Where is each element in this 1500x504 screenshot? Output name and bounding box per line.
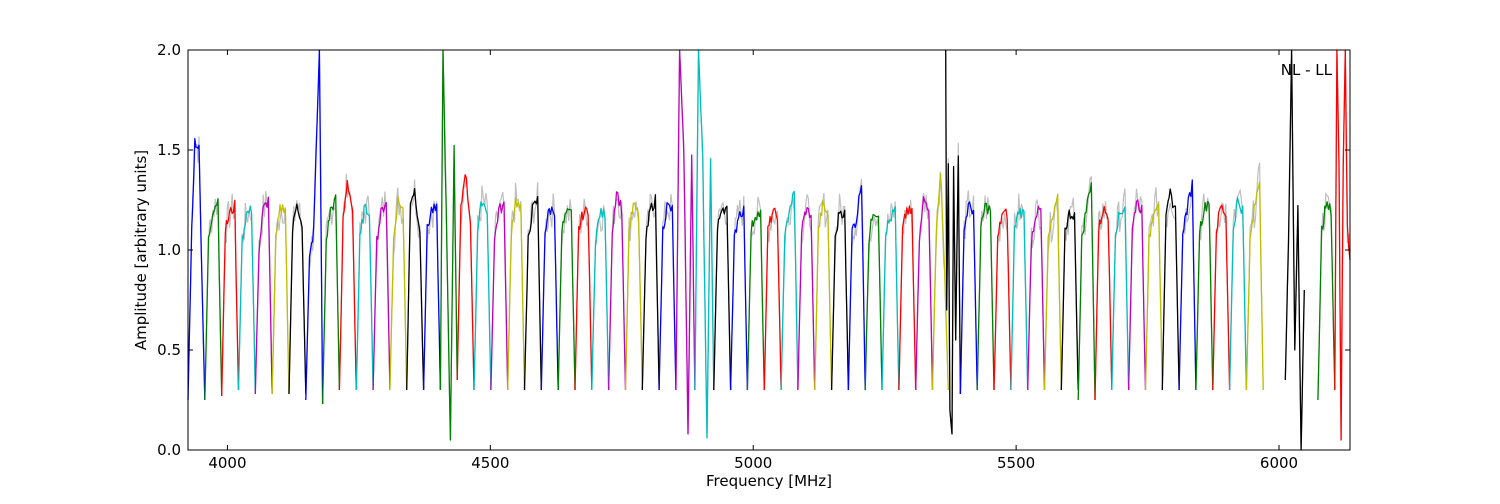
- x-tick-label: 6000: [1260, 454, 1298, 472]
- channel-line-63: [1245, 181, 1264, 391]
- channel-line-60: [1195, 200, 1214, 391]
- channel-line-47: [976, 202, 995, 391]
- y-axis-label: Amplitude [arbitrary units]: [132, 150, 150, 350]
- channel-line-6: [288, 203, 307, 395]
- x-axis-label: Frequency [MHz]: [706, 472, 832, 490]
- channel-line-15: [439, 49, 458, 441]
- channel-line-44: [931, 172, 949, 391]
- channel-line-33: [746, 209, 765, 391]
- channel-line-49: [1010, 207, 1029, 391]
- channel-line-41: [881, 206, 900, 391]
- channel-line-23: [574, 206, 593, 391]
- channel-line-53: [1077, 182, 1096, 401]
- channel-line-5: [271, 204, 290, 395]
- y-tick-label: 1.0: [157, 241, 181, 259]
- channel-line-17: [473, 201, 492, 391]
- channel-line-19: [507, 197, 526, 391]
- channel-line-58: [1161, 188, 1180, 391]
- y-tick-label: 0.5: [157, 341, 181, 359]
- channel-line-39: [847, 185, 866, 391]
- channel-line-11: [372, 201, 391, 391]
- channel-line-51: [1043, 193, 1062, 391]
- channel-line-38: [830, 209, 850, 391]
- channel-line-55: [1111, 206, 1130, 391]
- channel-line-61: [1212, 204, 1231, 391]
- channel-line-66: [1334, 49, 1351, 441]
- channel-line-35: [780, 190, 799, 391]
- y-tick-label: 2.0: [157, 41, 181, 59]
- channel-line-37: [814, 200, 833, 391]
- series-layer: [187, 49, 1351, 451]
- channel-line-31: [713, 205, 732, 391]
- x-tick-label: 4500: [471, 454, 509, 472]
- y-tick-label: 0.0: [157, 441, 181, 459]
- channel-line-28: [658, 202, 677, 391]
- channel-line-25: [607, 191, 627, 391]
- channel-line-48: [993, 208, 1012, 391]
- channel-line-22: [557, 208, 576, 391]
- channel-line-50: [1027, 205, 1046, 391]
- x-tick-label: 5500: [997, 454, 1035, 472]
- channel-line-21: [540, 206, 559, 391]
- channel-line-2: [221, 199, 240, 397]
- channel-line-16: [456, 174, 475, 391]
- channel-line-4: [254, 196, 273, 395]
- channel-line-34: [763, 207, 782, 391]
- channel-line-14: [422, 203, 442, 391]
- channel-line-18: [490, 201, 509, 391]
- channel-line-57: [1144, 203, 1163, 391]
- ticks-layer: 4000 4500 5000 5500 6000 0.0 0.5 1.0 1.5 2.0: [157, 41, 1350, 472]
- channel-line-30: [694, 49, 715, 439]
- channel-line-26: [624, 202, 643, 391]
- channel-line-20: [523, 195, 542, 391]
- channel-line-10: [355, 203, 374, 391]
- channel-line-40: [864, 214, 883, 391]
- channel-line-7: [305, 49, 324, 405]
- chart-annotation: NL - LL: [1281, 61, 1333, 79]
- channel-line-52: [1060, 209, 1079, 391]
- plot-background: [188, 50, 1350, 450]
- channel-line-45: [945, 49, 962, 435]
- channel-line-36: [797, 207, 816, 391]
- channel-line-65: [1317, 201, 1336, 401]
- channel-line-46: [959, 201, 978, 395]
- y-tick-label: 1.5: [157, 141, 181, 159]
- channel-line-56: [1127, 199, 1147, 391]
- channel-line-62: [1228, 196, 1248, 391]
- channel-line-8: [321, 194, 341, 405]
- channel-line-42: [898, 205, 917, 391]
- channel-line-54: [1094, 205, 1113, 401]
- channel-line-12: [389, 196, 408, 391]
- channel-line-3: [237, 205, 256, 395]
- channel-line-59: [1178, 179, 1197, 391]
- channel-line-1: [204, 198, 223, 401]
- channel-line-0: [187, 137, 206, 401]
- channel-line-43: [915, 196, 934, 391]
- channel-line-13: [406, 187, 425, 391]
- channel-line-24: [591, 207, 610, 391]
- x-tick-label: 5000: [734, 454, 772, 472]
- channel-line-29: [675, 49, 696, 435]
- channel-line-27: [641, 194, 660, 391]
- channel-line-9: [338, 180, 357, 391]
- channel-line-32: [729, 205, 749, 391]
- x-tick-label: 4000: [208, 454, 246, 472]
